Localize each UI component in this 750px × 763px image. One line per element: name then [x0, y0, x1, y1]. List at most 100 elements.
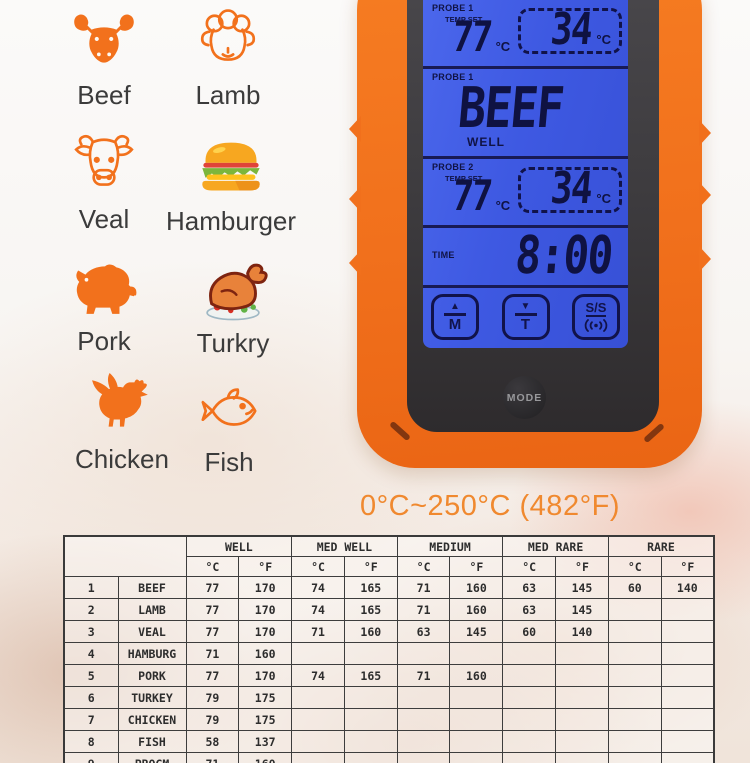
legend-item-hamburger: Hamburger: [165, 130, 297, 236]
temp-value: 79: [185, 708, 240, 731]
temp-value: 160: [238, 642, 293, 665]
temp-value: 60: [502, 620, 557, 643]
temp-value: 79: [185, 686, 240, 709]
temp-value: [502, 664, 557, 687]
temp-value: 140: [555, 620, 609, 643]
meat-name: TURKEY: [117, 686, 187, 709]
timer-display: 8:00: [512, 226, 614, 286]
probe1-title: PROBE 1: [432, 3, 474, 13]
probe1-title: PROBE 1: [432, 72, 474, 82]
temp-value: 63: [502, 576, 557, 599]
row-number: 6: [63, 686, 119, 709]
doneness-display: WELL: [467, 135, 505, 149]
meat-name: BEEF: [117, 576, 187, 599]
temp-value: 74: [291, 664, 345, 687]
unit-header: °F: [343, 556, 398, 577]
row-number: 8: [63, 730, 119, 753]
temp-value: [396, 752, 451, 763]
temp-value: [396, 686, 451, 709]
meat-name: CHICKEN: [117, 708, 187, 731]
temp-value: 77: [185, 664, 240, 687]
meat-name: HAMBURG: [117, 642, 187, 665]
temp-value: [607, 752, 662, 763]
row-number: 7: [63, 708, 119, 731]
touch-buttons-row: ▲ M ▼ T S/S: [423, 288, 628, 348]
temp-value: [607, 708, 662, 731]
temp-value: [343, 752, 398, 763]
temp-value: [449, 708, 504, 731]
col-group-med-rare: MED RARE: [502, 535, 609, 557]
probe1-set-section: PROBE 1 TEMP SET 77 °C 34 °C: [423, 0, 628, 66]
spec-row: 4 HAMBURG 71 160: [63, 642, 715, 665]
sheep-icon: [162, 4, 294, 74]
fish-icon: [163, 371, 295, 441]
probe2-set-temp: 77 °C: [450, 171, 511, 220]
temp-value: 77: [185, 576, 240, 599]
spec-row: 5 PORK 77 170 74 165 71 160: [63, 664, 715, 687]
unit-header: °C: [607, 556, 662, 577]
temp-value: [291, 642, 345, 665]
lcd-divider: [423, 285, 628, 288]
unit-header: °F: [238, 556, 293, 577]
spec-row: 2 LAMB 77 170 74 165 71 160 63 145: [63, 598, 715, 621]
temp-value: [555, 686, 609, 709]
button-bar: [444, 313, 466, 316]
legend-item-chicken: Chicken: [56, 368, 188, 474]
temp-value: 63: [502, 598, 557, 621]
temp-value: [555, 664, 609, 687]
temp-value: [607, 664, 662, 687]
row-number: 5: [63, 664, 119, 687]
timer-section: TIME 8:00: [423, 226, 628, 286]
row-number: 3: [63, 620, 119, 643]
temp-value: [449, 642, 504, 665]
probe1-current-temp-box: 34 °C: [518, 4, 622, 55]
unit-header: °F: [449, 556, 504, 577]
legend-item-beef: Beef: [38, 4, 170, 110]
temp-set-label: TEMP SET: [445, 174, 483, 183]
temp-value: [291, 752, 345, 763]
temp-value: [555, 730, 609, 753]
grip-bump: [349, 116, 361, 142]
legend-item-pork: Pork: [38, 250, 170, 356]
legend-label: Turkry: [196, 328, 270, 358]
mode-button[interactable]: MODE: [503, 376, 546, 419]
temp-value: [555, 708, 609, 731]
cow-icon: [38, 128, 170, 198]
spec-row: 6 TURKEY 79 175: [63, 686, 715, 709]
col-group-medium: MEDIUM: [396, 535, 504, 557]
temp-value: [660, 686, 715, 709]
unit-header: °F: [660, 556, 715, 577]
spec-row: 9PROGM71160: [63, 752, 715, 763]
up-arrow-icon: ▲: [450, 301, 460, 312]
grip-bump: [699, 246, 711, 272]
unit-header: °C: [396, 556, 451, 577]
temp-value: [396, 730, 451, 753]
temp-value: 175: [238, 708, 293, 731]
meat-name: VEAL: [117, 620, 187, 643]
temp-value: [607, 620, 662, 643]
temp-value: [502, 730, 557, 753]
temp-value: [343, 642, 398, 665]
temp-value: 145: [555, 598, 609, 621]
hamburger-icon: [165, 130, 297, 200]
spec-row: 3 VEAL 77 170 71 160 63 145 60 140: [63, 620, 715, 643]
temp-value: 170: [238, 664, 293, 687]
start-stop-button[interactable]: S/S: [572, 294, 620, 340]
lcd-divider: [423, 156, 628, 159]
temp-value: 170: [238, 598, 293, 621]
rooster-icon: [56, 368, 188, 438]
down-timer-button[interactable]: ▼ T: [501, 294, 550, 340]
temp-value: [660, 730, 715, 753]
lcd-divider: [423, 225, 628, 228]
spec-row: 7 CHICKEN 79 175: [63, 708, 715, 731]
temp-value: [343, 730, 398, 753]
legend-item-veal: Veal: [38, 128, 170, 234]
lcd-touchscreen[interactable]: PROBE 1 TEMP SET 77 °C 34 °C PROBE 1 BEE…: [423, 0, 628, 348]
temp-value: [343, 686, 398, 709]
temp-value: [555, 642, 609, 665]
temp-value: [449, 752, 504, 763]
up-mode-button[interactable]: ▲ M: [431, 294, 479, 340]
grip-bump: [349, 250, 361, 276]
temp-value: [660, 664, 715, 687]
temp-value: 137: [238, 730, 293, 753]
